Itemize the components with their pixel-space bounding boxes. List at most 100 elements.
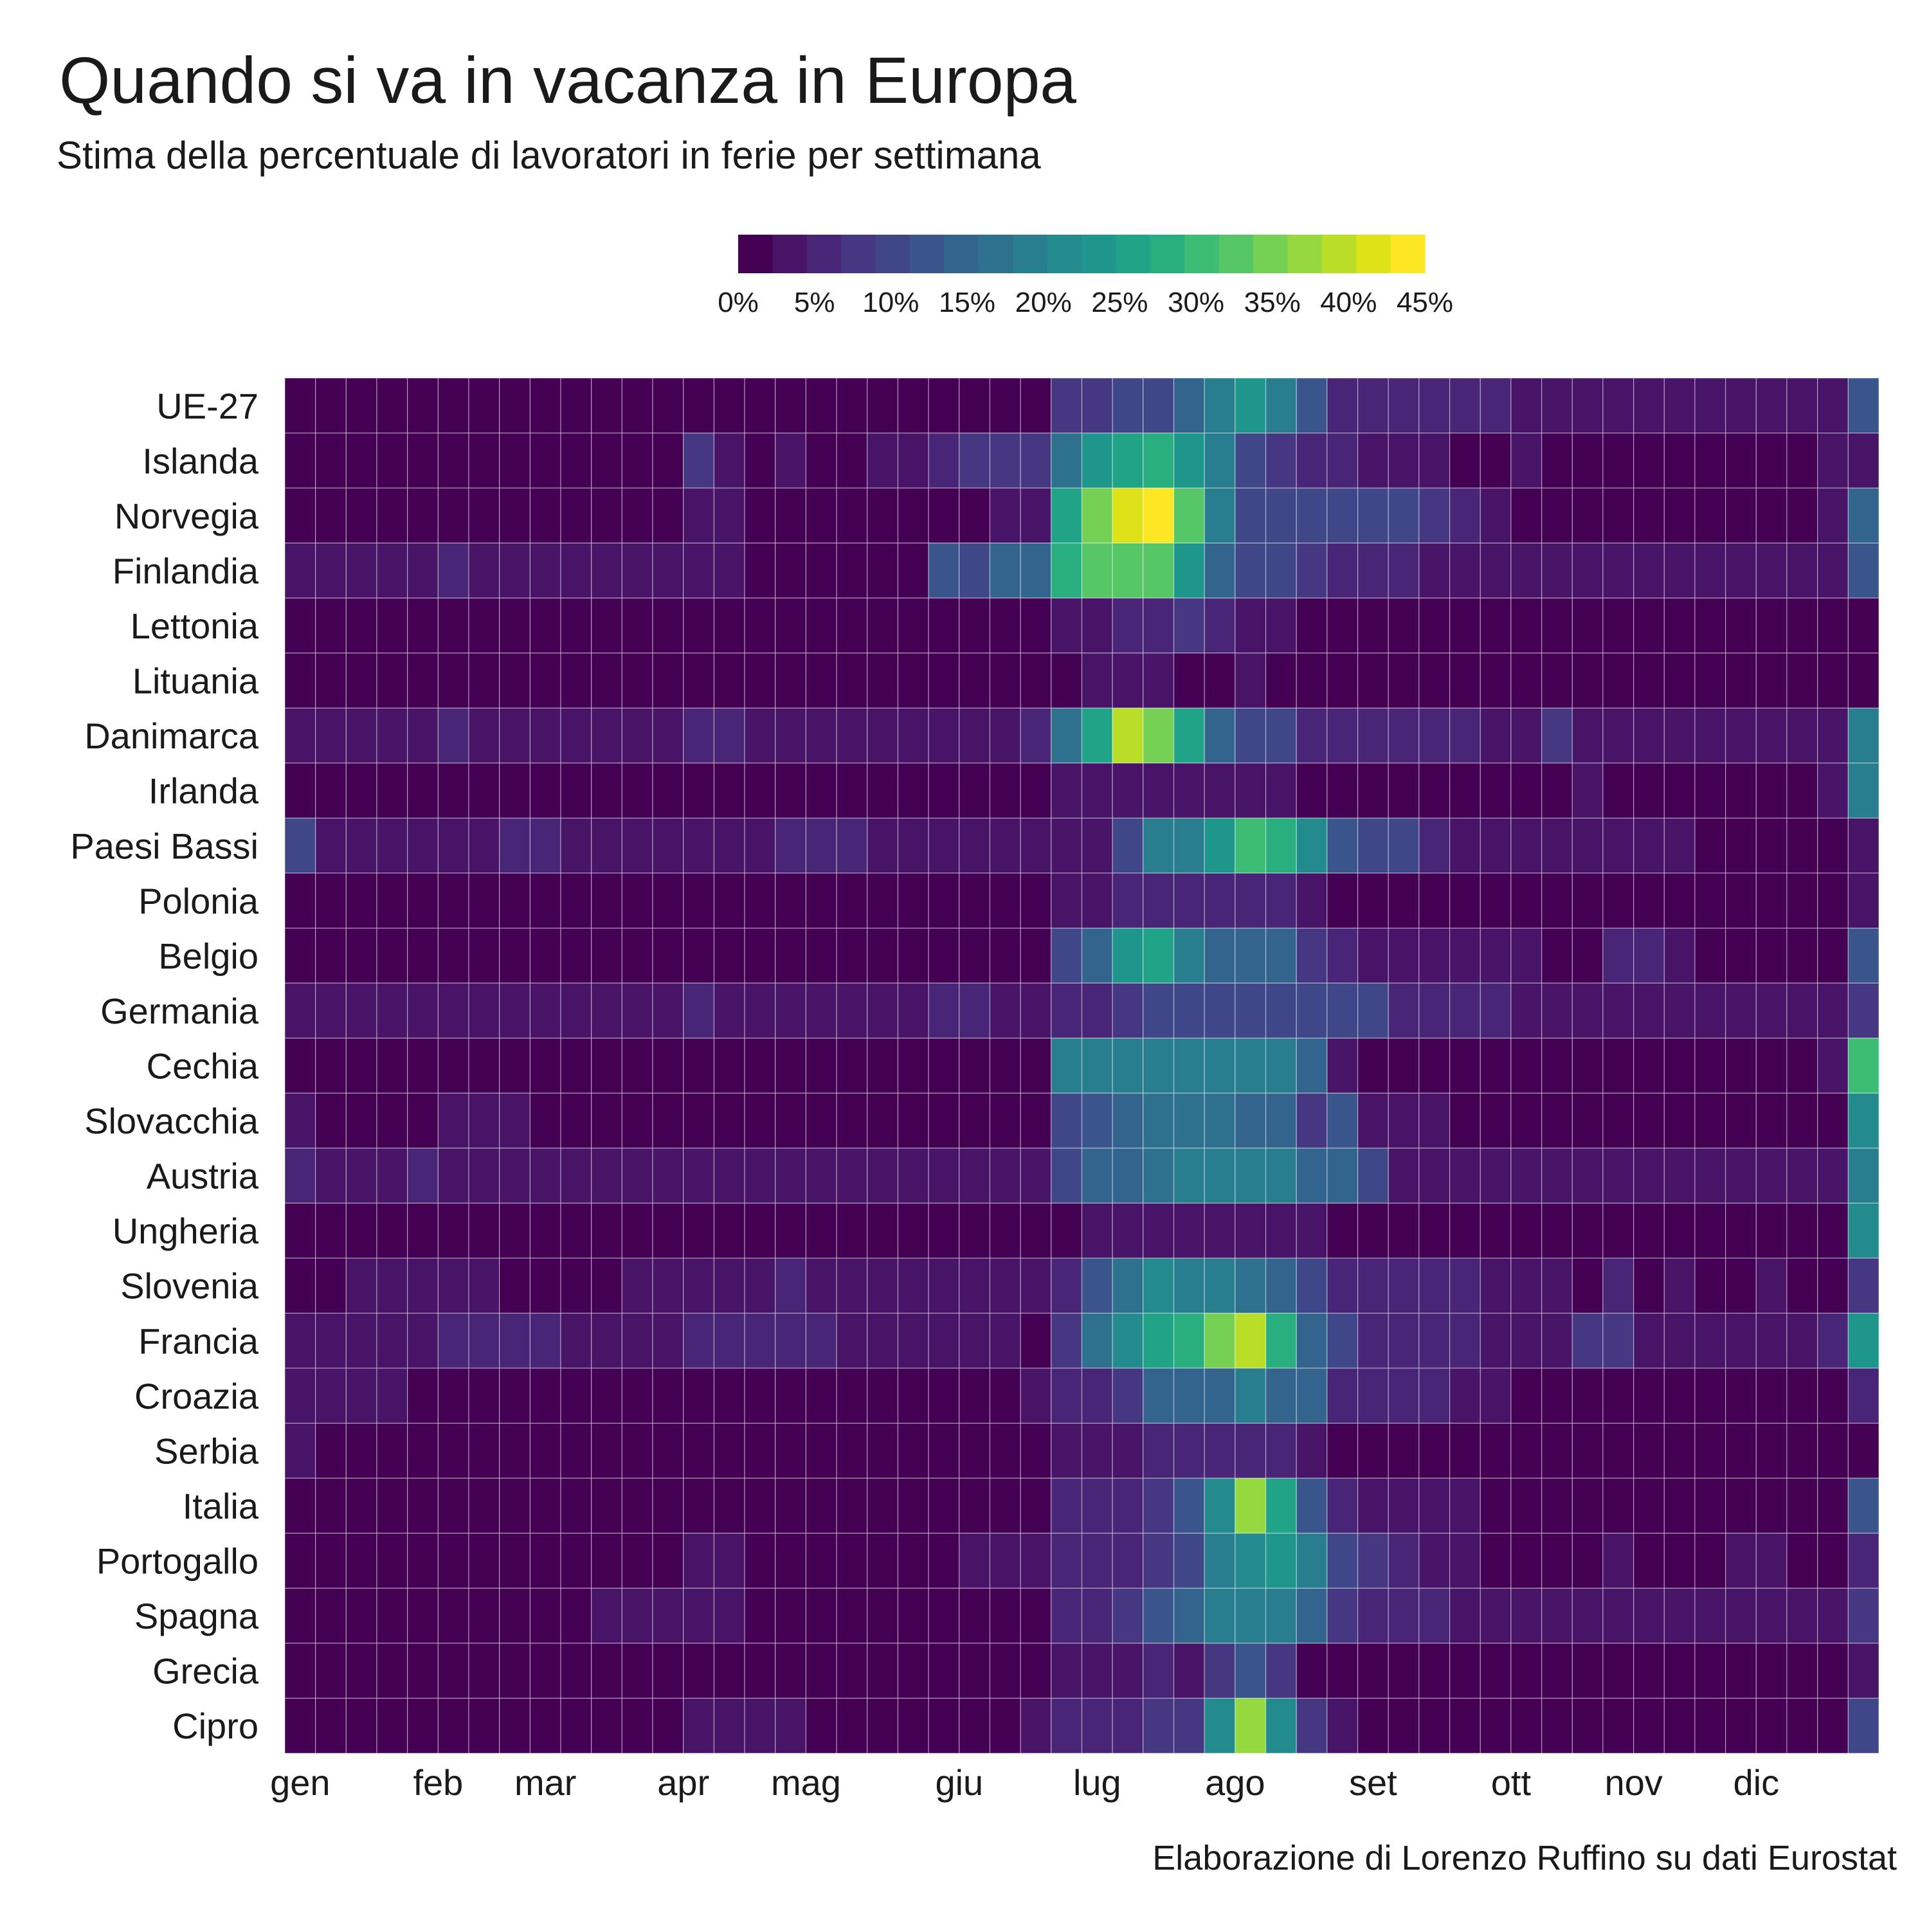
- heatmap-cell: [499, 1643, 530, 1699]
- heatmap-cell: [1755, 543, 1788, 599]
- heatmap-cell: [744, 432, 776, 489]
- heatmap-cell: [437, 763, 469, 819]
- heatmap-cell: [1235, 982, 1267, 1039]
- heatmap-cell: [1633, 1533, 1665, 1589]
- x-tick-label: ago: [1205, 1762, 1265, 1803]
- heatmap-cell: [1081, 1148, 1113, 1204]
- heatmap-cell: [1081, 432, 1113, 489]
- heatmap-cell: [1663, 707, 1696, 764]
- heatmap-cell: [652, 597, 684, 654]
- legend-tick-label: 45%: [1397, 287, 1453, 318]
- heatmap-cell: [1663, 1038, 1696, 1094]
- heatmap-cell: [744, 1643, 776, 1699]
- heatmap-cell: [529, 432, 561, 489]
- heatmap-cell: [376, 653, 408, 709]
- heatmap-cell: [529, 707, 561, 764]
- heatmap-cell: [468, 1533, 500, 1589]
- heatmap-cell: [560, 487, 592, 544]
- heatmap-cell: [1571, 1148, 1604, 1204]
- heatmap-cell: [1725, 763, 1757, 819]
- heatmap-cell: [1786, 653, 1818, 709]
- heatmap-cell: [284, 1368, 316, 1424]
- heatmap-cell: [1571, 1202, 1604, 1259]
- heatmap-cell: [1235, 487, 1267, 544]
- heatmap-cell: [1265, 377, 1297, 434]
- heatmap-cell: [1541, 597, 1573, 654]
- heatmap-cell: [867, 817, 899, 874]
- heatmap-cell: [284, 1038, 316, 1094]
- legend-swatch: [772, 235, 808, 273]
- heatmap-cell: [744, 487, 776, 544]
- heatmap-cell: [1786, 1587, 1818, 1644]
- heatmap-cell: [345, 1312, 377, 1369]
- heatmap-cell: [1112, 597, 1144, 654]
- heatmap-cell: [1755, 597, 1788, 654]
- heatmap-cell: [1847, 1202, 1879, 1259]
- heatmap-cell: [591, 1533, 622, 1589]
- heatmap-cell: [652, 653, 684, 709]
- heatmap-cell: [529, 543, 561, 599]
- heatmap-cell: [1265, 1202, 1297, 1259]
- heatmap-cell: [1480, 432, 1512, 489]
- heatmap-cell: [1633, 817, 1665, 874]
- heatmap-cell: [468, 1697, 500, 1754]
- heatmap-cell: [315, 377, 347, 434]
- heatmap-cell: [867, 377, 899, 434]
- heatmap-cell: [713, 487, 745, 544]
- heatmap-cell: [1235, 927, 1267, 984]
- heatmap-cell: [1602, 1423, 1635, 1479]
- heatmap-cell: [1081, 1312, 1113, 1369]
- heatmap-cell: [683, 1423, 715, 1479]
- heatmap-cell: [1265, 1423, 1297, 1479]
- heatmap-cell: [928, 1643, 960, 1699]
- heatmap-cell: [315, 597, 347, 654]
- heatmap-cell: [591, 597, 622, 654]
- heatmap-cell: [928, 432, 960, 489]
- heatmap-cell: [805, 1477, 837, 1534]
- heatmap-cell: [959, 597, 991, 654]
- heatmap-cell: [775, 1533, 807, 1589]
- heatmap-cell: [315, 1202, 347, 1259]
- heatmap-cell: [1694, 432, 1726, 489]
- heatmap-cell: [1510, 1202, 1543, 1259]
- heatmap-cell: [1388, 1312, 1420, 1369]
- heatmap-cell: [1755, 1643, 1788, 1699]
- heatmap-cell: [1449, 1312, 1481, 1369]
- heatmap-cell: [1571, 1038, 1604, 1094]
- heatmap-cell: [989, 653, 1021, 709]
- heatmap-cell: [284, 487, 316, 544]
- heatmap-cell: [775, 1312, 807, 1369]
- heatmap-cell: [1633, 1643, 1665, 1699]
- heatmap-cell: [1173, 597, 1205, 654]
- heatmap-cell: [1847, 487, 1879, 544]
- heatmap-cell: [1020, 1697, 1052, 1754]
- row-label: Austria: [147, 1156, 259, 1196]
- heatmap-cell: [713, 377, 745, 434]
- heatmap-cell: [959, 1697, 991, 1754]
- heatmap-cell: [407, 543, 439, 599]
- heatmap-cell: [1112, 432, 1144, 489]
- heatmap-cell: [713, 1092, 745, 1149]
- heatmap-cell: [1388, 377, 1420, 434]
- heatmap-cell: [1357, 597, 1389, 654]
- heatmap-cell: [1051, 1038, 1083, 1094]
- heatmap-cell: [989, 543, 1021, 599]
- heatmap-cell: [897, 1533, 929, 1589]
- heatmap-cell: [1786, 543, 1818, 599]
- heatmap-cell: [928, 1312, 960, 1369]
- heatmap-cell: [1755, 1148, 1788, 1204]
- heatmap-cell: [1541, 1533, 1573, 1589]
- heatmap-cell: [376, 543, 408, 599]
- heatmap-cell: [315, 432, 347, 489]
- heatmap-cell: [1173, 707, 1205, 764]
- heatmap-cell: [1265, 1312, 1297, 1369]
- heatmap-cell: [897, 1202, 929, 1259]
- heatmap-cell: [315, 817, 347, 874]
- heatmap-cell: [928, 1697, 960, 1754]
- heatmap-cell: [1204, 1533, 1236, 1589]
- heatmap-cell: [744, 1148, 776, 1204]
- heatmap-cell: [345, 1258, 377, 1314]
- heatmap-cell: [1173, 1533, 1205, 1589]
- heatmap-cell: [1633, 1312, 1665, 1369]
- heatmap-cell: [560, 1533, 592, 1589]
